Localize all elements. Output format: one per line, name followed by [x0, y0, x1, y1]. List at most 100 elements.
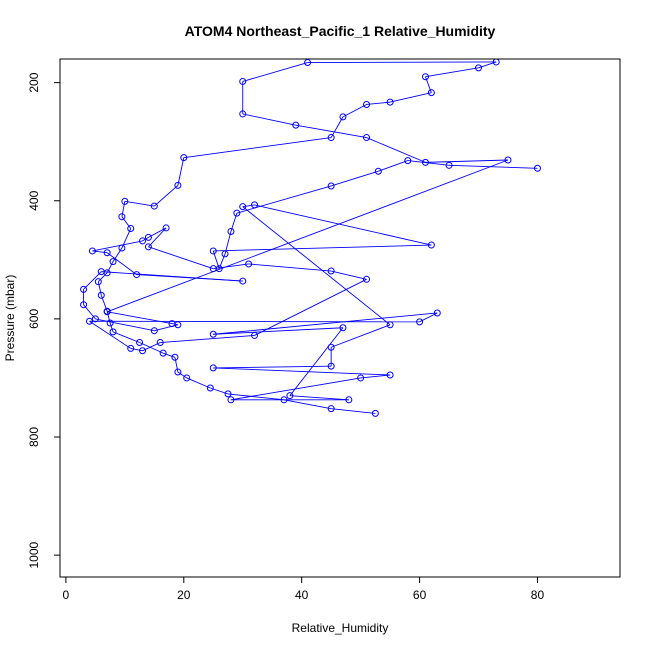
- data-point: [357, 374, 365, 382]
- chart-title: ATOM4 Northeast_Pacific_1 Relative_Humid…: [185, 23, 496, 39]
- data-point: [327, 362, 335, 370]
- series-segment: [109, 322, 114, 333]
- series-segment: [360, 374, 391, 379]
- data-point: [239, 203, 247, 211]
- data-point: [97, 291, 105, 299]
- data-point: [327, 405, 335, 413]
- data-point: [363, 134, 371, 142]
- data-point: [94, 278, 102, 286]
- data-point: [327, 267, 335, 275]
- series-segment: [213, 312, 438, 335]
- series-segment: [160, 334, 255, 343]
- data-point: [121, 197, 129, 205]
- series-segment: [130, 347, 143, 352]
- data-point: [109, 328, 117, 336]
- data-point: [206, 384, 214, 392]
- y-axis: 200 400 600 800 1000: [27, 72, 61, 568]
- series-segment: [148, 227, 167, 248]
- series-segment: [163, 352, 176, 358]
- series-segment: [331, 270, 367, 280]
- data-point: [171, 353, 179, 361]
- series-segment: [331, 408, 376, 414]
- x-tick-label: 0: [63, 588, 70, 602]
- series-segment: [330, 324, 391, 348]
- series-segment: [242, 113, 296, 126]
- data-point: [280, 396, 288, 404]
- data-point: [421, 158, 429, 166]
- series-segment: [425, 159, 509, 163]
- series-segment: [449, 164, 538, 169]
- series-segment: [177, 371, 187, 379]
- series-segment: [248, 263, 332, 272]
- series-segment: [227, 393, 285, 401]
- data-point: [174, 181, 182, 189]
- y-tick-label: 1000: [27, 541, 41, 568]
- data-point: [386, 321, 394, 329]
- series-segment: [242, 62, 308, 82]
- series-segment: [139, 342, 164, 354]
- series-segment: [92, 240, 143, 252]
- data-point: [386, 98, 394, 106]
- data-point: [118, 244, 126, 252]
- series-segment: [83, 271, 102, 290]
- data-point: [144, 243, 152, 251]
- series-segment: [289, 327, 344, 396]
- series-segment: [186, 377, 211, 389]
- x-tick-label: 80: [531, 588, 545, 602]
- series-segment: [390, 92, 432, 103]
- data-point: [245, 260, 253, 268]
- data-point: [139, 237, 147, 245]
- plot-marks: [80, 59, 541, 417]
- data-point: [180, 154, 188, 162]
- series-segment: [425, 67, 479, 78]
- series-segment: [112, 331, 140, 343]
- data-point: [533, 164, 541, 172]
- series-segment: [230, 377, 361, 401]
- data-point: [239, 110, 247, 118]
- data-point: [374, 167, 382, 175]
- data-point: [416, 318, 424, 326]
- data-point: [85, 317, 93, 325]
- x-axis: 0 20 40 60 80: [63, 576, 545, 602]
- series-segment: [177, 157, 185, 186]
- data-point: [91, 315, 99, 323]
- data-point: [209, 247, 217, 255]
- series-segment: [224, 231, 232, 255]
- data-point: [150, 202, 158, 210]
- data-point: [139, 347, 147, 355]
- series-segment: [106, 252, 137, 275]
- data-point: [209, 364, 217, 372]
- data-point: [183, 374, 191, 382]
- data-point: [80, 285, 88, 293]
- data-point: [162, 224, 170, 232]
- y-tick-label: 600: [27, 309, 41, 329]
- data-point: [251, 201, 259, 209]
- x-tick-label: 20: [177, 588, 191, 602]
- series-segment: [242, 206, 391, 326]
- data-point: [339, 113, 347, 121]
- data-point: [221, 250, 229, 258]
- series-segment: [97, 272, 108, 282]
- data-point: [433, 309, 441, 317]
- data-point: [239, 77, 247, 85]
- series-segment: [213, 365, 332, 369]
- y-tick-label: 800: [27, 427, 41, 447]
- data-point: [371, 409, 379, 417]
- y-tick-label: 200: [27, 72, 41, 92]
- series-segment: [289, 395, 349, 401]
- x-axis-label: Relative_Humidity: [292, 621, 389, 635]
- data-point: [327, 134, 335, 142]
- series-segment: [106, 261, 114, 274]
- data-point: [80, 301, 88, 309]
- y-tick-label: 400: [27, 190, 41, 210]
- data-point: [227, 227, 235, 235]
- data-point: [363, 275, 371, 283]
- series-segment: [106, 159, 509, 313]
- data-point: [304, 59, 312, 67]
- series-segment: [307, 61, 497, 63]
- series-segment: [89, 320, 131, 349]
- series-segment: [121, 216, 132, 229]
- series-segment: [148, 246, 214, 270]
- x-tick-label: 60: [413, 588, 427, 602]
